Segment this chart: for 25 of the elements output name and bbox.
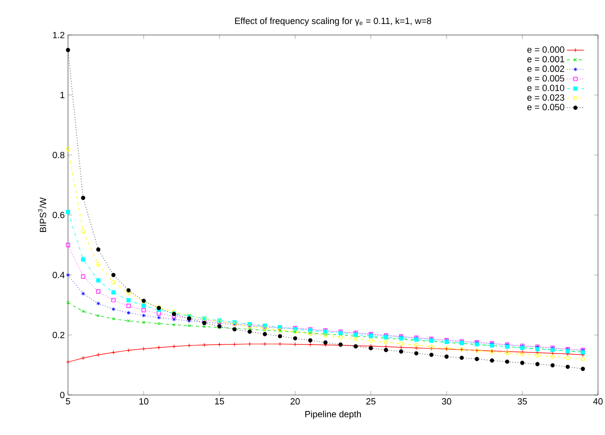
y-axis-title: BIPS$^{3}$/W	[38, 197, 46, 232]
chart-title: Effect of frequency scaling for γ$_{e}$ = 0.11, k=1, w=8	[235, 17, 432, 26]
legend-label: e = 0.001	[527, 56, 564, 62]
y-tick-label: 1.2	[53, 32, 64, 38]
legend-label: e = 0.000	[527, 46, 564, 53]
y-tick-label: 0.6	[52, 212, 64, 218]
y-tick-label: 1	[60, 92, 64, 98]
y-tick-label: 0	[60, 392, 64, 398]
legend-label: e = 0.005	[527, 75, 564, 82]
x-tick-label: 40	[593, 398, 603, 405]
legend-label: e = 0.002	[527, 66, 564, 72]
y-tick-label: 0.2	[52, 332, 64, 338]
legend-label: e = 0.010	[527, 84, 564, 92]
y-tick-label: 0.4	[52, 272, 65, 278]
x-axis-title: Pipeline depth	[305, 410, 361, 420]
x-tick-label: 15	[215, 398, 224, 404]
legend-label: e = 0.023	[527, 94, 564, 101]
x-tick-label: 30	[442, 398, 452, 405]
y-tick-label: 0.8	[52, 152, 64, 158]
x-tick-label: 5	[66, 398, 70, 404]
legend-label: e = 0.050	[527, 104, 564, 110]
x-tick-label: 20	[290, 398, 300, 405]
x-tick-label: 25	[366, 398, 376, 405]
x-tick-label: 10	[139, 398, 148, 405]
x-tick-label: 35	[518, 398, 527, 405]
